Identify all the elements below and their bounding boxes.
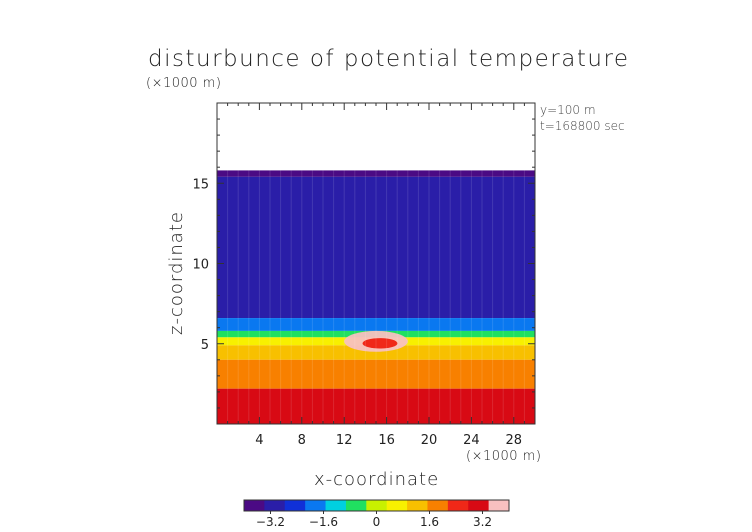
colorbar-swatch bbox=[427, 500, 449, 511]
colorbar-swatch bbox=[284, 500, 306, 511]
y-tick-label: 10 bbox=[192, 258, 209, 273]
x-tick-label: 16 bbox=[378, 433, 395, 448]
colorbar-tick-label: −3.2 bbox=[256, 515, 285, 529]
x-tick-label: 20 bbox=[421, 433, 438, 448]
heatmap-feature-core bbox=[362, 338, 398, 349]
x-tick-label: 4 bbox=[255, 433, 263, 448]
x-tick-label: 8 bbox=[298, 433, 306, 448]
colorbar-swatch bbox=[325, 500, 347, 511]
colorbar-swatch bbox=[468, 500, 490, 511]
heatmap-layer-2 bbox=[217, 318, 535, 331]
colorbar-swatch bbox=[447, 500, 469, 511]
x-tick-label: 24 bbox=[463, 433, 480, 448]
colorbar-tick-label: 3.2 bbox=[473, 515, 492, 529]
y-tick-label: 15 bbox=[192, 177, 209, 192]
colorbar-swatch bbox=[264, 500, 286, 511]
colorbar-swatch bbox=[407, 500, 428, 511]
colorbar-swatch bbox=[386, 500, 408, 511]
y-axis-unit: (×1000 m) bbox=[146, 76, 222, 91]
y-tick-label: 5 bbox=[201, 338, 209, 353]
x-axis-label: x-coordinate bbox=[314, 469, 440, 490]
colorbar-swatch bbox=[345, 500, 367, 511]
chart-title: disturbunce of potential temperature bbox=[148, 46, 630, 72]
colorbar-swatch bbox=[366, 500, 388, 511]
colorbar-swatch bbox=[488, 500, 510, 511]
heatmap-layer-5 bbox=[217, 345, 535, 360]
heatmap-layer-0 bbox=[217, 170, 535, 177]
colorbar-swatch bbox=[305, 500, 327, 511]
colorbar-tick-label: −1.6 bbox=[309, 515, 338, 529]
annotation-y-position: y=100 m bbox=[540, 103, 596, 117]
heatmap-layer-6 bbox=[217, 359, 535, 389]
colorbar-swatch bbox=[244, 500, 265, 511]
colorbar-tick-label: 1.6 bbox=[420, 515, 439, 529]
x-tick-label: 12 bbox=[336, 433, 353, 448]
x-axis-unit: (×1000 m) bbox=[466, 449, 542, 464]
colorbar-tick-label: 0 bbox=[373, 515, 381, 529]
annotation-time: t=168800 sec bbox=[540, 119, 625, 133]
heatmap-layer-1 bbox=[217, 176, 535, 319]
heatmap-layer-7 bbox=[217, 388, 535, 424]
x-tick-label: 28 bbox=[506, 433, 523, 448]
